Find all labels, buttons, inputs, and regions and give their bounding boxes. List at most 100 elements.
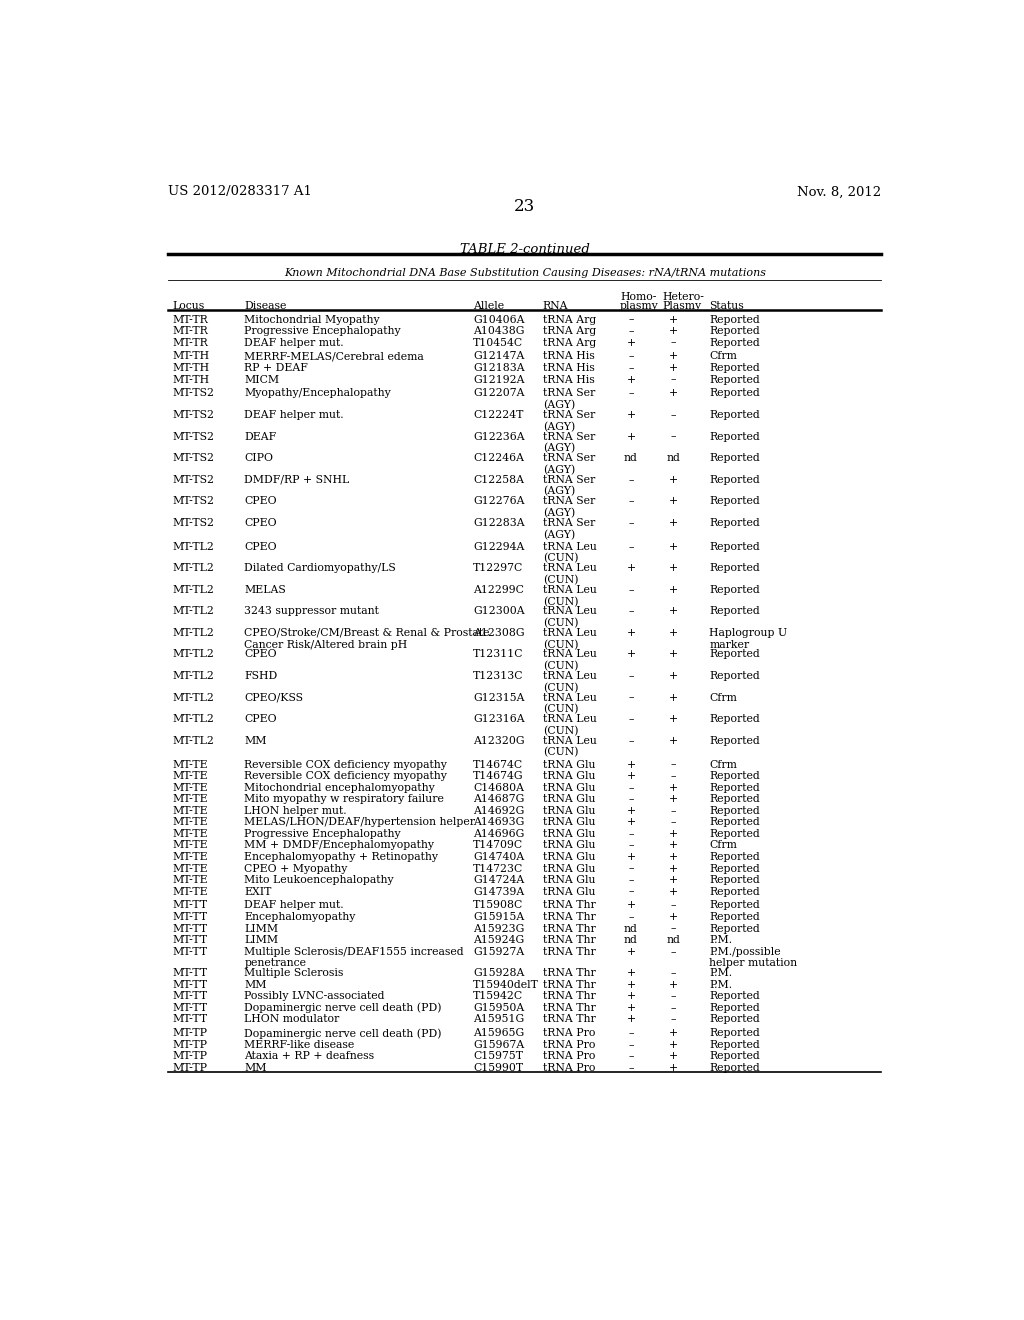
Text: +: +	[669, 314, 678, 325]
Text: tRNA Pro: tRNA Pro	[543, 1052, 595, 1061]
Text: Plasmy: Plasmy	[663, 301, 701, 310]
Text: C15975T: C15975T	[473, 1052, 523, 1061]
Text: MT-TE: MT-TE	[172, 829, 208, 840]
Text: DEAF helper mut.: DEAF helper mut.	[245, 338, 344, 347]
Text: Reported: Reported	[710, 314, 760, 325]
Text: P.M.: P.M.	[710, 935, 732, 945]
Text: MT-TT: MT-TT	[172, 1015, 207, 1024]
Text: LHON helper mut.: LHON helper mut.	[245, 805, 347, 816]
Text: –: –	[629, 829, 634, 840]
Text: Reported: Reported	[710, 496, 760, 507]
Text: –: –	[671, 1015, 676, 1024]
Text: MT-TS2: MT-TS2	[172, 496, 214, 507]
Text: DMDF/RP + SNHL: DMDF/RP + SNHL	[245, 475, 349, 484]
Text: +: +	[627, 375, 636, 384]
Text: Encephalomyopathy: Encephalomyopathy	[245, 912, 355, 923]
Text: –: –	[671, 991, 676, 1002]
Text: tRNA Ser
(AGY): tRNA Ser (AGY)	[543, 432, 595, 454]
Text: +: +	[627, 771, 636, 781]
Text: MT-TP: MT-TP	[172, 1040, 207, 1049]
Text: tRNA Pro: tRNA Pro	[543, 1028, 595, 1039]
Text: Reported: Reported	[710, 388, 760, 399]
Text: Reported: Reported	[710, 649, 760, 660]
Text: MT-TS2: MT-TS2	[172, 453, 214, 463]
Text: tRNA Glu: tRNA Glu	[543, 887, 595, 896]
Text: MT-TT: MT-TT	[172, 979, 207, 990]
Text: +: +	[669, 1052, 678, 1061]
Text: –: –	[629, 606, 634, 616]
Text: US 2012/0283317 A1: US 2012/0283317 A1	[168, 185, 312, 198]
Text: MELAS/LHON/DEAF/hypertension helper: MELAS/LHON/DEAF/hypertension helper	[245, 817, 475, 828]
Text: G15927A: G15927A	[473, 946, 524, 957]
Text: G15915A: G15915A	[473, 912, 524, 923]
Text: Reported: Reported	[710, 585, 760, 595]
Text: tRNA Thr: tRNA Thr	[543, 1003, 595, 1012]
Text: tRNA Pro: tRNA Pro	[543, 1063, 595, 1073]
Text: MT-TE: MT-TE	[172, 841, 208, 850]
Text: –: –	[671, 338, 676, 347]
Text: A14693G: A14693G	[473, 817, 524, 828]
Text: +: +	[669, 1028, 678, 1039]
Text: A14696G: A14696G	[473, 829, 524, 840]
Text: MM: MM	[245, 979, 266, 990]
Text: Reported: Reported	[710, 991, 760, 1002]
Text: tRNA Glu: tRNA Glu	[543, 771, 595, 781]
Text: Reported: Reported	[710, 863, 760, 874]
Text: TABLE 2-continued: TABLE 2-continued	[460, 243, 590, 256]
Text: G10406A: G10406A	[473, 314, 524, 325]
Text: MT-TR: MT-TR	[172, 338, 208, 347]
Text: +: +	[627, 432, 636, 442]
Text: +: +	[627, 969, 636, 978]
Text: MT-TL2: MT-TL2	[172, 628, 214, 638]
Text: –: –	[629, 314, 634, 325]
Text: G12207A: G12207A	[473, 388, 524, 399]
Text: Cfrm: Cfrm	[710, 351, 737, 362]
Text: –: –	[671, 805, 676, 816]
Text: G15967A: G15967A	[473, 1040, 524, 1049]
Text: +: +	[669, 863, 678, 874]
Text: CPEO: CPEO	[245, 649, 276, 660]
Text: +: +	[627, 817, 636, 828]
Text: G12236A: G12236A	[473, 432, 524, 442]
Text: tRNA Thr: tRNA Thr	[543, 912, 595, 923]
Text: Reported: Reported	[710, 606, 760, 616]
Text: MT-TR: MT-TR	[172, 314, 208, 325]
Text: +: +	[669, 585, 678, 595]
Text: –: –	[629, 585, 634, 595]
Text: –: –	[629, 388, 634, 399]
Text: +: +	[669, 351, 678, 362]
Text: LIMM: LIMM	[245, 924, 279, 933]
Text: tRNA Thr: tRNA Thr	[543, 924, 595, 933]
Text: tRNA Glu: tRNA Glu	[543, 783, 595, 793]
Text: –: –	[629, 912, 634, 923]
Text: tRNA His: tRNA His	[543, 375, 594, 384]
Text: plasmy: plasmy	[621, 301, 658, 310]
Text: tRNA Glu: tRNA Glu	[543, 851, 595, 862]
Text: G12294A: G12294A	[473, 541, 524, 552]
Text: MT-TS2: MT-TS2	[172, 517, 214, 528]
Text: MT-TE: MT-TE	[172, 795, 208, 804]
Text: tRNA Glu: tRNA Glu	[543, 817, 595, 828]
Text: T14674C: T14674C	[473, 759, 523, 770]
Text: Mito myopathy w respiratory failure: Mito myopathy w respiratory failure	[245, 795, 444, 804]
Text: tRNA Pro: tRNA Pro	[543, 1040, 595, 1049]
Text: LIMM: LIMM	[245, 935, 279, 945]
Text: –: –	[629, 1028, 634, 1039]
Text: EXIT: EXIT	[245, 887, 271, 896]
Text: MT-TE: MT-TE	[172, 759, 208, 770]
Text: T14674G: T14674G	[473, 771, 523, 781]
Text: +: +	[669, 735, 678, 746]
Text: +: +	[627, 411, 636, 420]
Text: P.M./possible
helper mutation: P.M./possible helper mutation	[710, 946, 798, 969]
Text: CPEO + Myopathy: CPEO + Myopathy	[245, 863, 347, 874]
Text: tRNA Leu
(CUN): tRNA Leu (CUN)	[543, 606, 597, 628]
Text: MERRF-MELAS/Cerebral edema: MERRF-MELAS/Cerebral edema	[245, 351, 424, 362]
Text: Reported: Reported	[710, 541, 760, 552]
Text: Reported: Reported	[710, 912, 760, 923]
Text: Reported: Reported	[710, 1028, 760, 1039]
Text: tRNA Thr: tRNA Thr	[543, 969, 595, 978]
Text: Possibly LVNC-associated: Possibly LVNC-associated	[245, 991, 385, 1002]
Text: A12299C: A12299C	[473, 585, 523, 595]
Text: –: –	[629, 795, 634, 804]
Text: –: –	[671, 1003, 676, 1012]
